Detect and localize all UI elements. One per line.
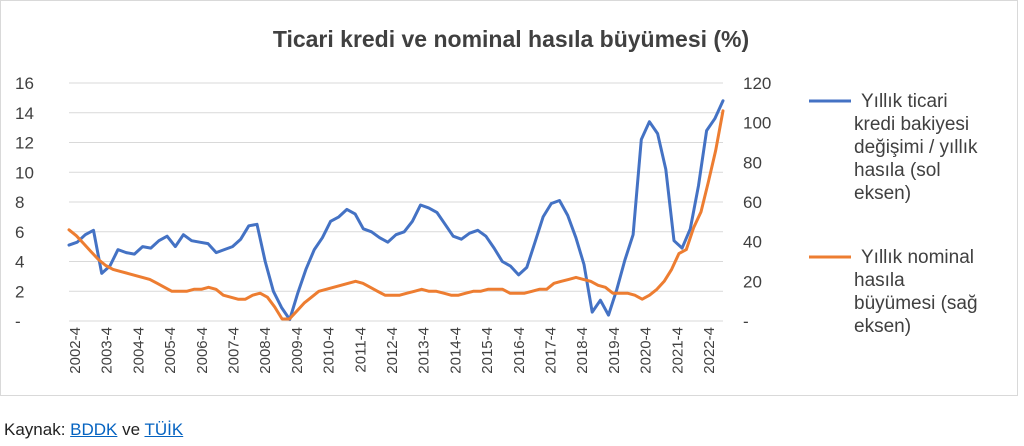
source-link-bddk[interactable]: BDDK xyxy=(70,420,118,439)
y-right-tick-label: 20 xyxy=(743,272,762,291)
series-line-nominal-hasila xyxy=(67,109,725,321)
y-left-tick-label: 4 xyxy=(15,253,24,272)
legend-entry: Yıllık nominal hasıla büyümesi (sağ eksen) xyxy=(854,247,978,337)
y-left-tick-label: 6 xyxy=(15,223,24,242)
source-middle: ve xyxy=(117,420,145,439)
x-tick-label: 2004-4 xyxy=(130,327,147,374)
x-tick-label: 2021-4 xyxy=(669,327,686,374)
x-tick-label: 2014-4 xyxy=(447,327,464,374)
y-left-tick-label: 16 xyxy=(15,74,34,93)
y-right-tick-label: 100 xyxy=(743,114,771,133)
x-tick-label: 2006-4 xyxy=(194,327,211,374)
x-tick-label: 2011-4 xyxy=(352,327,369,373)
y-right-tick-label: 80 xyxy=(743,153,762,172)
y-left-tick-label: 2 xyxy=(15,282,24,301)
x-tick-label: 2005-4 xyxy=(162,327,179,374)
source-line: Kaynak: BDDK ve TÜİK xyxy=(4,420,183,440)
source-link-tuik[interactable]: TÜİK xyxy=(144,420,184,439)
x-tick-label: 2015-4 xyxy=(479,327,496,374)
y-left-tick-label: 10 xyxy=(15,163,34,182)
y-right-tick-label: 60 xyxy=(743,193,762,212)
y-left-tick-label: - xyxy=(15,312,21,331)
chart-frame: Ticari kredi ve nominal hasıla büyümesi … xyxy=(0,0,1018,396)
y-right-tick-label: 40 xyxy=(743,233,762,252)
legend-entry: Yıllık ticari kredi bakiyesi değişimi / yı… xyxy=(854,91,978,204)
x-tick-label: 2017-4 xyxy=(543,327,560,374)
y-right-tick-label: 120 xyxy=(743,74,771,93)
source-prefix: Kaynak: xyxy=(4,420,71,439)
right-axis: - 20 40 60 80 100 120 xyxy=(743,74,771,331)
chart-svg: Ticari kredi ve nominal hasıla büyümesi … xyxy=(15,26,978,374)
x-tick-label: 2013-4 xyxy=(416,327,433,374)
x-tick-label: 2010-4 xyxy=(321,327,338,374)
y-right-tick-label: - xyxy=(743,312,749,331)
series-lines xyxy=(67,99,725,321)
x-tick-label: 2020-4 xyxy=(638,327,655,374)
x-tick-label: 2009-4 xyxy=(289,327,306,374)
legend: Yıllık ticari kredi bakiyesi değişimi / yı… xyxy=(809,91,978,337)
x-tick-label: 2016-4 xyxy=(511,327,528,374)
gridlines xyxy=(69,82,723,322)
y-left-tick-label: 8 xyxy=(15,193,24,212)
chart-title: Ticari kredi ve nominal hasıla büyümesi … xyxy=(273,26,749,52)
left-axis: - 2 4 6 8 10 12 14 16 xyxy=(15,74,34,331)
x-tick-label: 2008-4 xyxy=(257,327,274,374)
x-tick-label: 2007-4 xyxy=(226,327,243,374)
y-left-tick-label: 12 xyxy=(15,134,34,153)
y-left-tick-label: 14 xyxy=(15,104,34,123)
x-tick-label: 2003-4 xyxy=(99,327,116,374)
x-tick-label: 2012-4 xyxy=(384,327,401,374)
x-tick-label: 2022-4 xyxy=(701,327,718,374)
x-tick-label: 2002-4 xyxy=(67,327,84,374)
series-line-ticari-kredi xyxy=(67,99,725,321)
x-axis: 2002-4 2003-4 2004-4 2005-4 2006-4 2007-4 2008… xyxy=(67,327,718,374)
x-tick-label: 2019-4 xyxy=(606,327,623,374)
x-tick-label: 2018-4 xyxy=(574,327,591,374)
